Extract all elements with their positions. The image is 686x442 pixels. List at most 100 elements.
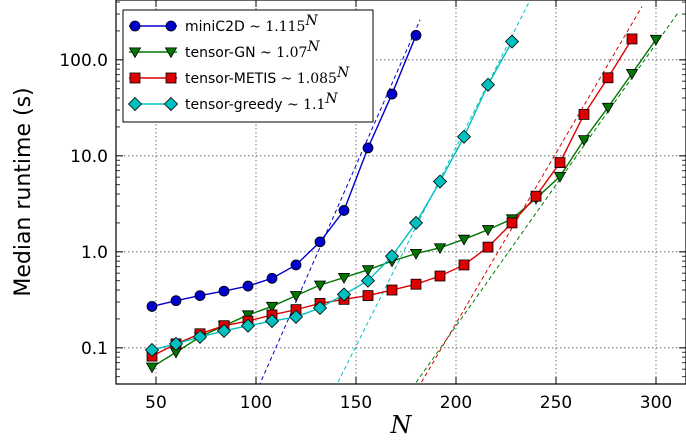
minic2d-point — [386, 88, 398, 100]
tensor-greedy-point — [408, 215, 424, 230]
tensor-gn-point — [457, 234, 471, 246]
legend-marker — [165, 20, 177, 32]
minic2d-fit-line — [259, 19, 421, 384]
legend-label: miniC2D ~ 1.115N — [185, 13, 318, 35]
tensor-gn-point — [649, 34, 663, 46]
plot-frame — [115, 0, 686, 385]
legend-fit-formula: ~ 1.07 — [260, 45, 307, 61]
tensor-gn-point — [409, 249, 423, 260]
minic2d-point — [290, 259, 302, 271]
tensor-gn-point — [289, 291, 303, 302]
tensor-metis-point — [362, 290, 374, 302]
y-tick-label: 10.0 — [70, 147, 108, 167]
tensor-greedy-point — [240, 318, 256, 333]
tensor-gn-point — [337, 272, 351, 284]
tensor-greedy-point — [168, 336, 184, 351]
y-tick-labels: 0.1 1.0 10.0 100.0 — [59, 51, 108, 359]
x-tick-labels: 50 100 150 200 250 300 — [145, 393, 672, 413]
tensor-gn-point — [481, 225, 495, 237]
minic2d-point — [410, 29, 422, 41]
tensor-greedy-point — [216, 323, 232, 338]
tensor-greedy-point — [144, 342, 160, 358]
y-axis-title: Median runtime (s) — [11, 87, 36, 296]
minic2d-point — [146, 301, 158, 312]
tensor-greedy-point — [480, 77, 496, 92]
legend-entry-tensor-gn: tensor-GN ~ 1.07N — [128, 39, 320, 61]
tensor-greedy-point — [264, 314, 280, 329]
tensor-gn-point — [625, 69, 639, 80]
minic2d-point — [170, 295, 182, 307]
legend-marker — [165, 72, 177, 84]
legend-fit-exponent: N — [304, 13, 318, 29]
tensor-metis-point — [554, 157, 566, 169]
legend-label: tensor-GN ~ 1.07N — [185, 39, 320, 61]
minic2d-point — [218, 285, 230, 297]
minic2d-point — [194, 290, 206, 302]
tensor-greedy-point — [432, 174, 448, 189]
tensor-metis-point — [602, 72, 614, 84]
minic2d-point — [266, 272, 278, 284]
legend-fit-exponent: N — [306, 39, 320, 55]
x-axis-title: N — [390, 411, 413, 439]
tensor-gn-point — [145, 362, 159, 374]
tensor-gn-point — [433, 243, 447, 255]
legend-marker — [128, 47, 142, 59]
legend-label: tensor-greedy ~ 1.1N — [185, 91, 338, 113]
tensor-greedy-point — [384, 249, 400, 264]
tensor-gn-point — [241, 310, 255, 322]
tensor-metis-point — [410, 278, 422, 290]
legend-fit-exponent: N — [336, 65, 350, 81]
tensor-greedy-point — [312, 300, 328, 316]
legend-marker — [163, 96, 179, 112]
tensor-greedy-series — [144, 34, 520, 358]
tensor-metis-point — [626, 33, 638, 45]
legend: miniC2D ~ 1.115N tensor-GN ~ 1.07N tensor-… — [122, 9, 374, 123]
tensor-gn-point — [265, 301, 279, 313]
tensor-gn-point — [361, 265, 375, 277]
x-tick-label: 50 — [145, 393, 167, 413]
y-tick-label: 0.1 — [81, 339, 108, 359]
tensor-metis-point — [578, 109, 590, 120]
tensor-greedy-point — [504, 34, 520, 49]
legend-label: tensor-METIS ~ 1.085N — [185, 65, 350, 87]
tensor-metis-point — [434, 270, 446, 282]
x-tick-label: 150 — [340, 393, 372, 413]
legend-marker — [129, 20, 141, 32]
tensor-metis-point — [530, 190, 542, 202]
legend-entry-tensor-metis: tensor-METIS ~ 1.085N — [129, 65, 350, 87]
minic2d-point — [314, 236, 326, 248]
tensor-metis-point — [506, 217, 518, 229]
legend-entry-minic2d: miniC2D ~ 1.115N — [129, 13, 318, 35]
tensor-greedy-point — [288, 309, 304, 324]
y-tick-label: 1.0 — [81, 243, 108, 263]
tensor-gn-point — [577, 135, 591, 147]
legend-fit-formula: ~ 1.085 — [281, 71, 337, 87]
tensor-gn-point — [313, 280, 327, 292]
legend-fit-formula: ~ 1.115 — [249, 19, 305, 35]
tensor-metis-point — [386, 284, 398, 296]
tensor-greedy-point — [456, 129, 472, 144]
minic2d-point — [242, 280, 254, 292]
tensor-greedy-line — [151, 41, 513, 351]
tensor-greedy-point — [360, 273, 376, 288]
x-tick-label: 300 — [640, 393, 672, 413]
minic2d-point — [362, 142, 374, 154]
series-lines — [144, 29, 663, 374]
legend-marker — [129, 72, 141, 84]
legend-entry-tensor-greedy: tensor-greedy ~ 1.1N — [127, 91, 338, 113]
tensor-gn-point — [601, 102, 615, 114]
minic2d-point — [338, 205, 350, 216]
tensor-gn-point — [553, 171, 567, 183]
x-tick-label: 200 — [440, 393, 472, 413]
tensor-greedy-point — [192, 329, 208, 344]
tensor-gn-line — [151, 39, 657, 368]
axis-ticks — [116, 0, 686, 384]
legend-marker — [164, 47, 178, 59]
legend-marker — [127, 96, 143, 112]
legend-fit-formula: ~ 1.1 — [287, 97, 325, 113]
tensor-metis-fit-line — [419, 6, 643, 384]
legend-fit-exponent: N — [324, 91, 338, 107]
tensor-greedy-point — [336, 287, 352, 302]
tensor-metis-point — [458, 259, 470, 271]
